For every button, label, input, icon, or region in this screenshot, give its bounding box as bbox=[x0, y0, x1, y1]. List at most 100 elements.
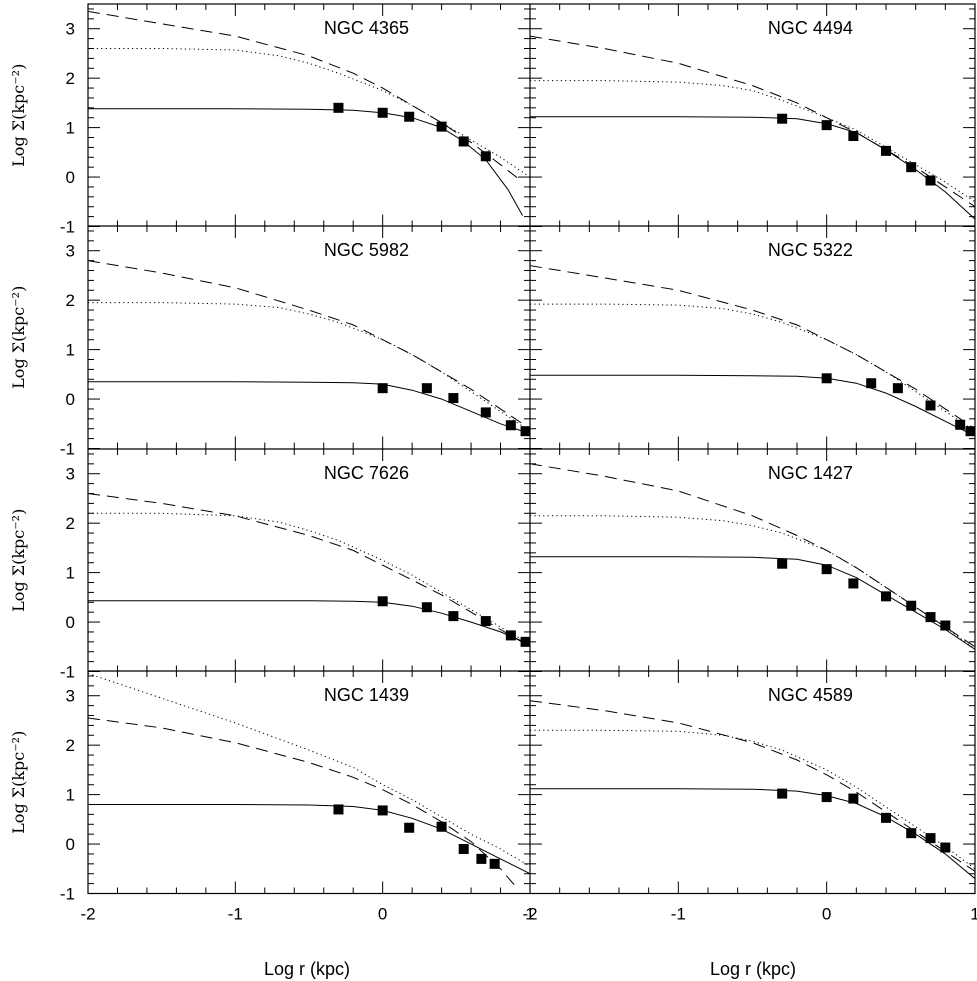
panel-title: NGC 4494 bbox=[768, 18, 853, 38]
panel-ticks bbox=[529, 226, 976, 449]
curve-dotted bbox=[530, 303, 975, 432]
data-point bbox=[505, 420, 516, 431]
y-tick-label: -1 bbox=[60, 440, 75, 459]
y-axis-label: Log Σ(kpc⁻²) bbox=[9, 731, 28, 834]
panel-curves bbox=[88, 493, 530, 648]
x-tick-label: -2 bbox=[522, 905, 537, 924]
data-point bbox=[448, 611, 459, 622]
panel-points bbox=[333, 102, 491, 162]
curve-dotted bbox=[530, 515, 975, 650]
panel-curves bbox=[530, 700, 975, 880]
panel-ticks bbox=[87, 226, 531, 449]
data-point bbox=[489, 858, 500, 869]
data-point bbox=[821, 792, 832, 803]
data-point bbox=[404, 822, 415, 833]
panel-ticks bbox=[529, 671, 976, 894]
data-point bbox=[448, 393, 459, 404]
data-point bbox=[421, 383, 432, 394]
curve-dotted bbox=[88, 512, 530, 645]
panel-ticks bbox=[529, 449, 976, 672]
curve-solid bbox=[530, 788, 975, 880]
data-point bbox=[848, 578, 859, 589]
data-point bbox=[866, 378, 877, 389]
panel-curves bbox=[530, 265, 975, 437]
y-tick-label: 1 bbox=[66, 564, 75, 583]
panel-curves bbox=[88, 260, 530, 435]
panel-points bbox=[777, 788, 951, 853]
y-tick-label: 0 bbox=[66, 613, 75, 632]
panel-title: NGC 1439 bbox=[324, 685, 409, 705]
panel-ticks bbox=[529, 4, 976, 227]
curve-dashed bbox=[530, 265, 975, 430]
panel-points bbox=[777, 113, 936, 186]
panel-title: NGC 5982 bbox=[324, 240, 409, 260]
curve-dashed bbox=[530, 463, 975, 648]
panel-points bbox=[821, 373, 975, 437]
data-point bbox=[925, 612, 936, 623]
data-point bbox=[476, 853, 487, 864]
panel-curves bbox=[530, 463, 975, 650]
data-point bbox=[436, 821, 447, 832]
x-axis-label-right: Log r (kpc) bbox=[710, 959, 796, 979]
y-tick-label: 1 bbox=[66, 786, 75, 805]
panel-curves bbox=[88, 10, 530, 216]
data-point bbox=[906, 162, 917, 173]
x-axis-label-left: Log r (kpc) bbox=[264, 959, 350, 979]
data-point bbox=[777, 113, 788, 124]
x-tick-label: 0 bbox=[822, 905, 831, 924]
data-point bbox=[881, 591, 891, 602]
panel-ngc-4494: NGC 4494 bbox=[529, 4, 976, 227]
y-tick-label: 0 bbox=[66, 390, 75, 409]
data-point bbox=[940, 620, 951, 631]
data-point bbox=[505, 630, 516, 641]
data-point bbox=[821, 120, 832, 131]
y-tick-label: 2 bbox=[66, 736, 75, 755]
y-tick-label: 3 bbox=[66, 465, 75, 484]
panel-title: NGC 5322 bbox=[768, 240, 853, 260]
data-point bbox=[520, 426, 530, 437]
panel-curves bbox=[88, 673, 530, 887]
data-point bbox=[777, 558, 788, 569]
panel-title: NGC 7626 bbox=[324, 463, 409, 483]
data-point bbox=[458, 844, 469, 854]
panel-ngc-1439: NGC 1439 -1 0 1 2 3 Log Σ(kpc⁻²) -2 -1 0 1 bbox=[9, 671, 535, 924]
panel-ngc-4589: NGC 4589 -2 -1 0 1 bbox=[522, 671, 977, 924]
panel-points bbox=[377, 596, 530, 647]
curve-solid bbox=[88, 381, 530, 435]
y-axis-label: Log Σ(kpc⁻²) bbox=[9, 286, 28, 389]
data-point bbox=[458, 136, 469, 147]
x-tick-label: 0 bbox=[378, 905, 387, 924]
data-point bbox=[925, 833, 936, 844]
data-point bbox=[848, 793, 859, 804]
data-point bbox=[480, 616, 491, 627]
panel-title: NGC 1427 bbox=[768, 463, 853, 483]
data-point bbox=[965, 426, 975, 437]
panel-ticks bbox=[87, 449, 531, 672]
y-tick-label: 3 bbox=[66, 242, 75, 261]
x-tick-label: -1 bbox=[671, 905, 686, 924]
data-point bbox=[777, 788, 788, 799]
panel-ngc-4365: NGC 4365 -1 0 1 2 3 Log Σ(kpc⁻²) bbox=[9, 4, 531, 237]
y-tick-label: -1 bbox=[60, 885, 75, 904]
panel-ticks bbox=[87, 671, 531, 894]
curve-dotted bbox=[88, 302, 530, 432]
curve-solid bbox=[88, 600, 530, 645]
panel-ngc-5322: NGC 5322 bbox=[529, 226, 976, 449]
x-tick-label: 1 bbox=[525, 905, 534, 924]
data-point bbox=[940, 842, 951, 853]
data-point bbox=[848, 131, 859, 142]
curve-dashed bbox=[88, 260, 530, 430]
curve-dashed bbox=[530, 700, 975, 872]
x-tick-label: 1 bbox=[970, 905, 977, 924]
data-point bbox=[925, 175, 936, 186]
y-tick-label: 0 bbox=[66, 168, 75, 187]
data-point bbox=[906, 828, 917, 839]
y-tick-label: -1 bbox=[60, 218, 75, 237]
data-point bbox=[421, 602, 432, 613]
y-tick-label: 0 bbox=[66, 835, 75, 854]
y-tick-label: -1 bbox=[60, 663, 75, 682]
curve-solid bbox=[530, 374, 975, 437]
curve-dashed bbox=[530, 35, 975, 208]
curve-dotted bbox=[530, 729, 975, 870]
